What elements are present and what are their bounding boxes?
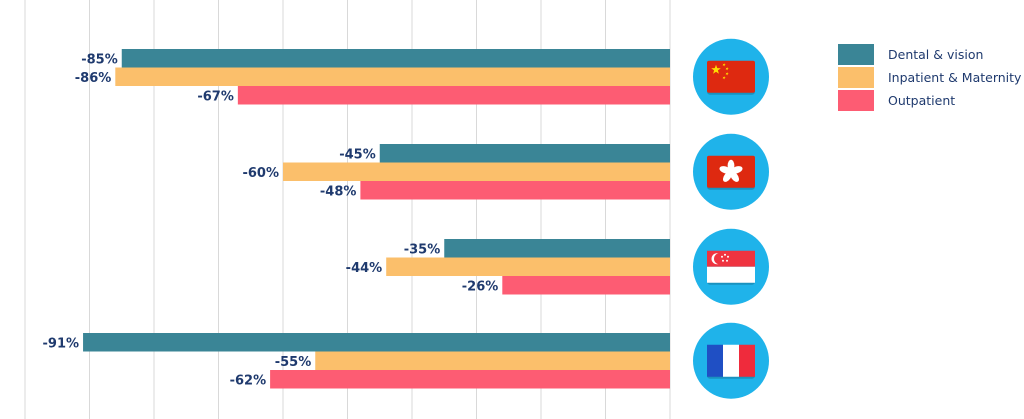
data-label: -35% bbox=[404, 242, 441, 257]
legend-swatch-inpatient-maternity bbox=[838, 67, 874, 88]
legend-swatch-dental-vision bbox=[838, 44, 874, 65]
legend-item-dental-vision: Dental & vision bbox=[838, 43, 1021, 66]
bar bbox=[386, 257, 670, 276]
legend: Dental & vision Inpatient & Maternity Ou… bbox=[838, 43, 1021, 112]
data-label: -86% bbox=[75, 71, 112, 86]
bar bbox=[444, 239, 670, 258]
data-label: -48% bbox=[320, 184, 357, 199]
hong-kong-flag-icon bbox=[693, 133, 769, 210]
bar bbox=[121, 49, 670, 68]
france-flag-icon bbox=[693, 322, 769, 399]
bars bbox=[83, 49, 671, 389]
bar bbox=[360, 181, 670, 200]
bar bbox=[502, 276, 670, 295]
country-flags bbox=[693, 38, 769, 399]
legend-label-inpatient-maternity: Inpatient & Maternity bbox=[888, 70, 1022, 85]
bar bbox=[115, 67, 671, 86]
data-label: -62% bbox=[230, 373, 267, 388]
data-labels: -85% -86% -67% -45% -60% -48% -35% -44% -26% -91%… bbox=[43, 52, 499, 388]
singapore-flag-icon bbox=[693, 228, 769, 305]
bar bbox=[315, 351, 670, 370]
bar bbox=[237, 86, 670, 105]
bar bbox=[270, 370, 670, 389]
data-label: -91% bbox=[43, 336, 80, 351]
data-label: -45% bbox=[339, 147, 376, 162]
legend-item-inpatient-maternity: Inpatient & Maternity bbox=[838, 66, 1021, 89]
data-label: -26% bbox=[462, 279, 499, 294]
bar bbox=[379, 144, 670, 163]
data-label: -67% bbox=[197, 89, 234, 104]
legend-item-outpatient: Outpatient bbox=[838, 89, 1021, 112]
bar bbox=[283, 162, 670, 181]
data-label: -85% bbox=[81, 52, 118, 67]
legend-label-dental-vision: Dental & vision bbox=[888, 47, 984, 62]
data-label: -60% bbox=[242, 166, 279, 181]
legend-swatch-outpatient bbox=[838, 90, 874, 111]
china-flag-icon bbox=[693, 38, 769, 115]
data-label: -55% bbox=[275, 355, 312, 370]
legend-label-outpatient: Outpatient bbox=[888, 93, 956, 108]
data-label: -44% bbox=[346, 261, 383, 276]
bar bbox=[83, 333, 671, 352]
